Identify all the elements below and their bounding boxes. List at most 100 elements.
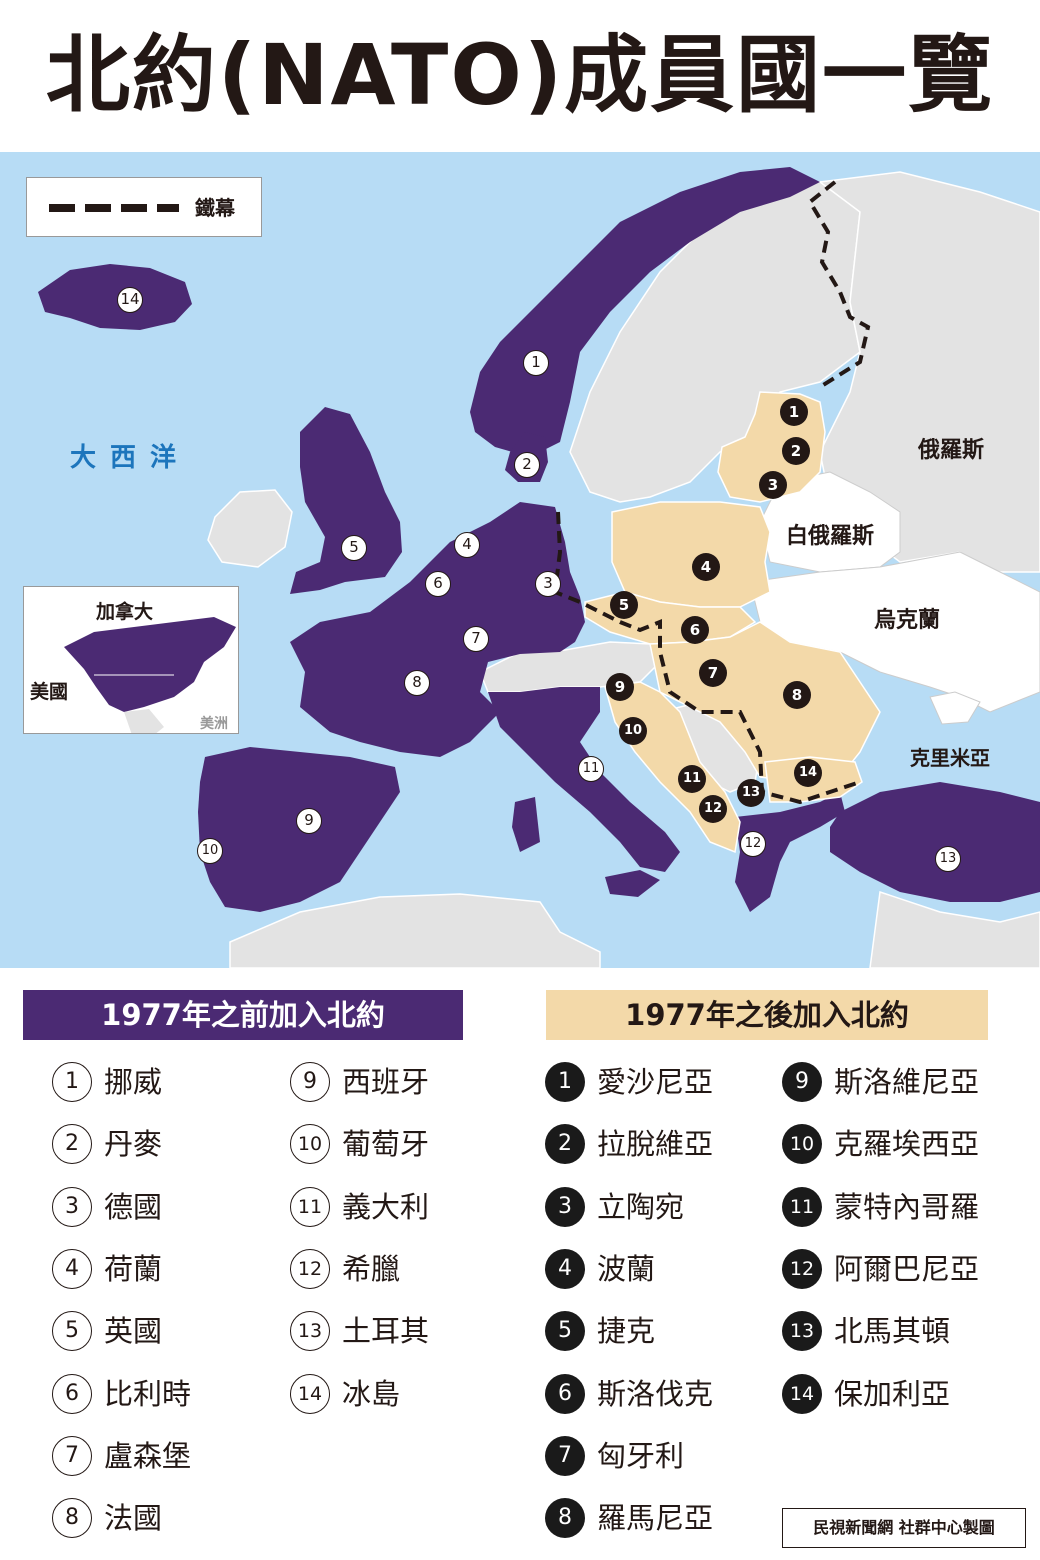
list-item-number: 12 xyxy=(290,1248,330,1289)
list-item-number: 8 xyxy=(52,1498,92,1539)
map-badge-before-5: 5 xyxy=(341,535,367,561)
list-item-name: 義大利 xyxy=(342,1189,430,1224)
list-item-name: 法國 xyxy=(104,1501,163,1536)
list-item-name: 荷蘭 xyxy=(104,1251,163,1286)
legend-label: 鐵幕 xyxy=(195,196,235,220)
list-item-number: 3 xyxy=(545,1186,585,1227)
map-badge-before-4: 4 xyxy=(454,532,480,558)
land-middle-east xyxy=(869,891,1040,968)
iron-curtain-line xyxy=(552,180,871,805)
label-ukraine: 烏克蘭 xyxy=(874,608,941,633)
list-item-number: 9 xyxy=(782,1062,822,1102)
map-badge-after-1: 1 xyxy=(780,398,808,426)
map-badge-after-11: 11 xyxy=(678,765,706,793)
list-item-number: 7 xyxy=(545,1435,585,1476)
list-item-name: 英國 xyxy=(104,1314,163,1349)
inset-label-americas: 美洲 xyxy=(200,716,228,732)
map-badge-before-12: 12 xyxy=(740,831,766,857)
list-item-number: 9 xyxy=(290,1062,330,1102)
list-item-name: 冰島 xyxy=(342,1376,401,1411)
list-item-number: 8 xyxy=(545,1498,585,1539)
inset-latin-america-land xyxy=(124,709,164,733)
inset-north-america: 加拿大 美國 美洲 xyxy=(23,586,239,734)
label-crimea: 克里米亞 xyxy=(910,746,990,770)
list-item-number: 4 xyxy=(52,1248,92,1289)
page-title: 北約(NATO)成員國一覽 xyxy=(45,26,995,124)
map-badge-before-13: 13 xyxy=(935,846,961,872)
list-item-name: 土耳其 xyxy=(342,1314,430,1349)
list-item-number: 14 xyxy=(782,1373,822,1414)
list-item-name: 愛沙尼亞 xyxy=(597,1065,714,1099)
inset-map xyxy=(64,617,236,733)
map-badge-after-13: 13 xyxy=(737,779,765,807)
list-item-number: 14 xyxy=(290,1373,330,1414)
map-badge-after-9: 9 xyxy=(606,673,634,701)
label-atlantic: 大西洋 xyxy=(70,443,191,473)
map-badge-before-7: 7 xyxy=(463,626,489,652)
list-item-number: 10 xyxy=(782,1124,822,1165)
list-item-name: 西班牙 xyxy=(342,1065,430,1099)
list-item-number: 3 xyxy=(52,1186,92,1227)
list-item-name: 捷克 xyxy=(597,1314,656,1349)
map-badge-after-14: 14 xyxy=(794,759,822,787)
list-item-name: 挪威 xyxy=(104,1065,163,1099)
list-item-number: 6 xyxy=(545,1373,585,1414)
map-badge-before-2: 2 xyxy=(514,452,540,478)
list-item-name: 北馬其頓 xyxy=(834,1314,951,1349)
list-item-number: 5 xyxy=(545,1311,585,1352)
map-badge-before-14: 14 xyxy=(117,287,143,313)
map-badge-after-5: 5 xyxy=(610,591,638,619)
inset-label-canada: 加拿大 xyxy=(96,601,154,623)
list-item-name: 波蘭 xyxy=(597,1251,656,1286)
map-badge-before-6: 6 xyxy=(425,571,451,597)
list-item-name: 丹麥 xyxy=(104,1127,163,1162)
map-badge-after-8: 8 xyxy=(783,681,811,709)
list-item-name: 斯洛伐克 xyxy=(597,1376,714,1411)
area-sicily xyxy=(605,870,660,897)
list-item-number: 6 xyxy=(52,1373,92,1414)
land-crimea xyxy=(929,691,981,725)
heading-after-1977: 1977年之後加入北約 xyxy=(546,990,988,1040)
heading-before-1977: 1977年之前加入北約 xyxy=(23,990,463,1040)
legend-dash-swatch xyxy=(49,204,179,212)
map-badge-after-6: 6 xyxy=(681,616,709,644)
map-badge-after-7: 7 xyxy=(699,659,727,687)
map-badge-before-9: 9 xyxy=(296,808,322,834)
list-item-number: 4 xyxy=(545,1248,585,1289)
map-badge-before-10: 10 xyxy=(197,838,223,864)
list-item-name: 拉脫維亞 xyxy=(597,1127,714,1162)
list-item-name: 斯洛維尼亞 xyxy=(834,1065,980,1099)
inset-north-america-land xyxy=(64,617,236,712)
list-item-number: 13 xyxy=(782,1311,822,1352)
list-item-number: 10 xyxy=(290,1124,330,1165)
land-ireland xyxy=(207,489,293,568)
list-item-number: 11 xyxy=(290,1186,330,1227)
map-badge-after-12: 12 xyxy=(699,795,727,823)
label-russia: 俄羅斯 xyxy=(918,438,985,463)
map-badge-after-2: 2 xyxy=(782,437,810,465)
list-item-number: 12 xyxy=(782,1248,822,1289)
list-item-number: 5 xyxy=(52,1311,92,1352)
map-badge-before-11: 11 xyxy=(578,756,604,782)
map-badge-after-10: 10 xyxy=(619,717,647,745)
list-item-name: 匈牙利 xyxy=(597,1438,685,1473)
land-north-africa xyxy=(229,893,601,968)
area-turkey xyxy=(830,782,1040,902)
area-uk xyxy=(290,407,402,594)
list-item-number: 7 xyxy=(52,1435,92,1476)
list-item-name: 葡萄牙 xyxy=(342,1127,430,1162)
map-badge-before-1: 1 xyxy=(523,350,549,376)
map-badge-after-3: 3 xyxy=(759,471,787,499)
area-sardinia xyxy=(512,797,540,852)
area-western-europe xyxy=(290,502,585,757)
list-item-name: 蒙特內哥羅 xyxy=(834,1189,980,1224)
list-item-name: 克羅埃西亞 xyxy=(834,1127,980,1162)
map-canvas xyxy=(0,152,1040,968)
map-badge-before-3: 3 xyxy=(535,571,561,597)
area-poland xyxy=(611,501,771,608)
map-badge-before-8: 8 xyxy=(404,670,430,696)
list-item-number: 1 xyxy=(52,1062,92,1102)
map-badge-after-4: 4 xyxy=(692,553,720,581)
list-item-name: 盧森堡 xyxy=(104,1438,192,1473)
list-item-name: 比利時 xyxy=(104,1376,192,1411)
